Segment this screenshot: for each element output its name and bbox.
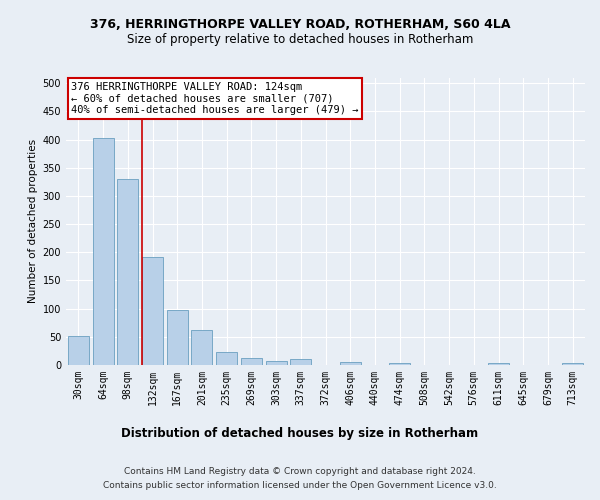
Bar xyxy=(216,352,237,365)
Bar xyxy=(92,138,113,365)
Text: Contains public sector information licensed under the Open Government Licence v3: Contains public sector information licen… xyxy=(103,481,497,490)
Bar xyxy=(117,179,138,365)
Bar xyxy=(266,361,287,365)
Bar xyxy=(68,336,89,365)
Bar xyxy=(562,364,583,365)
Bar xyxy=(488,364,509,365)
Bar xyxy=(290,360,311,365)
Bar xyxy=(142,257,163,365)
Bar xyxy=(167,310,188,365)
Bar xyxy=(340,362,361,365)
Bar xyxy=(389,364,410,365)
Y-axis label: Number of detached properties: Number of detached properties xyxy=(28,139,38,304)
Text: Distribution of detached houses by size in Rotherham: Distribution of detached houses by size … xyxy=(121,428,479,440)
Text: 376 HERRINGTHORPE VALLEY ROAD: 124sqm
← 60% of detached houses are smaller (707): 376 HERRINGTHORPE VALLEY ROAD: 124sqm ← … xyxy=(71,82,359,115)
Text: 376, HERRINGTHORPE VALLEY ROAD, ROTHERHAM, S60 4LA: 376, HERRINGTHORPE VALLEY ROAD, ROTHERHA… xyxy=(90,18,510,30)
Bar xyxy=(191,330,212,365)
Text: Contains HM Land Registry data © Crown copyright and database right 2024.: Contains HM Land Registry data © Crown c… xyxy=(124,468,476,476)
Text: Size of property relative to detached houses in Rotherham: Size of property relative to detached ho… xyxy=(127,32,473,46)
Bar xyxy=(241,358,262,365)
